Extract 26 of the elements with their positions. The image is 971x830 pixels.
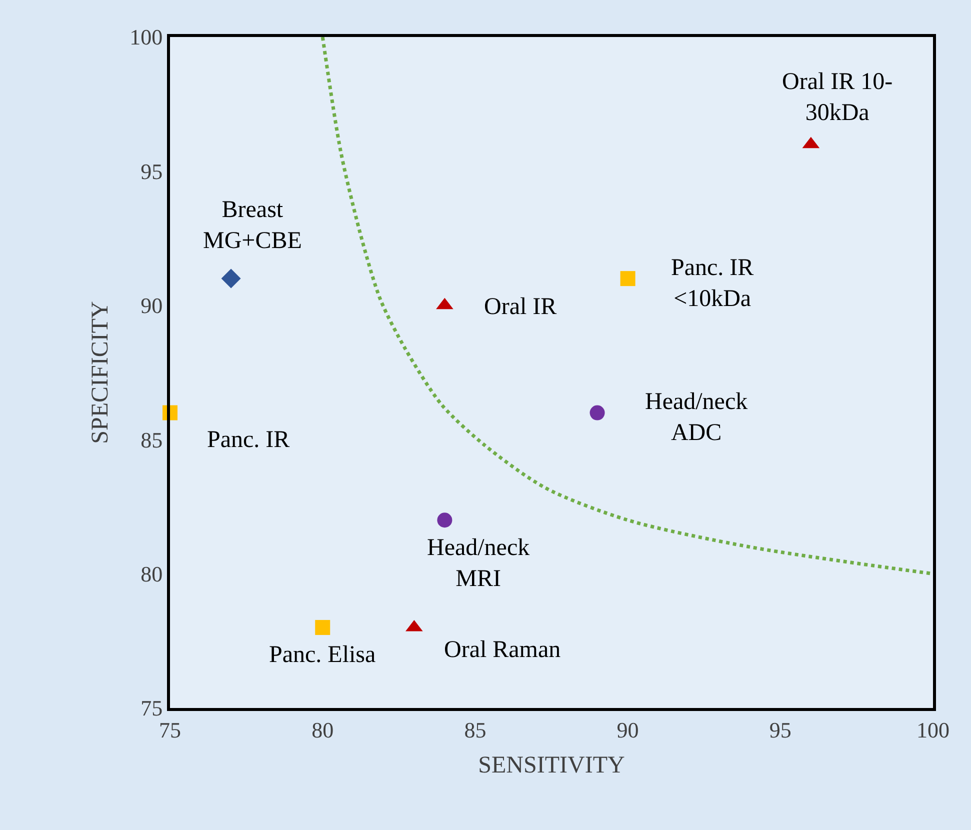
annotation: Oral IR 10- 30kDa [782,69,893,126]
y-axis-title: SPECIFICITY [88,301,114,444]
point [620,271,636,286]
annotation: Panc. IR [207,427,290,453]
x-tick-label: 85 [464,717,486,742]
x-tick-label: 100 [916,717,950,742]
y-tick-label: 85 [140,427,163,452]
annotation: Oral Raman [444,637,561,663]
annotation: Head/neck ADC [645,389,748,446]
x-axis-title: SENSITIVITY [478,752,625,779]
x-tick-label: 90 [616,717,639,742]
y-tick-label: 80 [140,562,163,586]
annotation: Breast MG+CBE [203,197,302,254]
point [315,620,330,635]
annotation: Panc. IR <10kDa [671,255,754,312]
y-tick-label: 95 [140,158,163,184]
point [590,405,605,420]
y-tick-label: 90 [140,293,163,318]
point [437,512,452,528]
annotation: Panc. Elisa [269,642,376,668]
annotation: Oral IR [484,294,557,320]
x-tick-label: 80 [312,717,334,742]
y-tick-label: 100 [130,24,163,50]
x-tick-label: 95 [769,717,792,742]
point [221,268,241,288]
annotation: Head/neck MRI [427,535,530,592]
